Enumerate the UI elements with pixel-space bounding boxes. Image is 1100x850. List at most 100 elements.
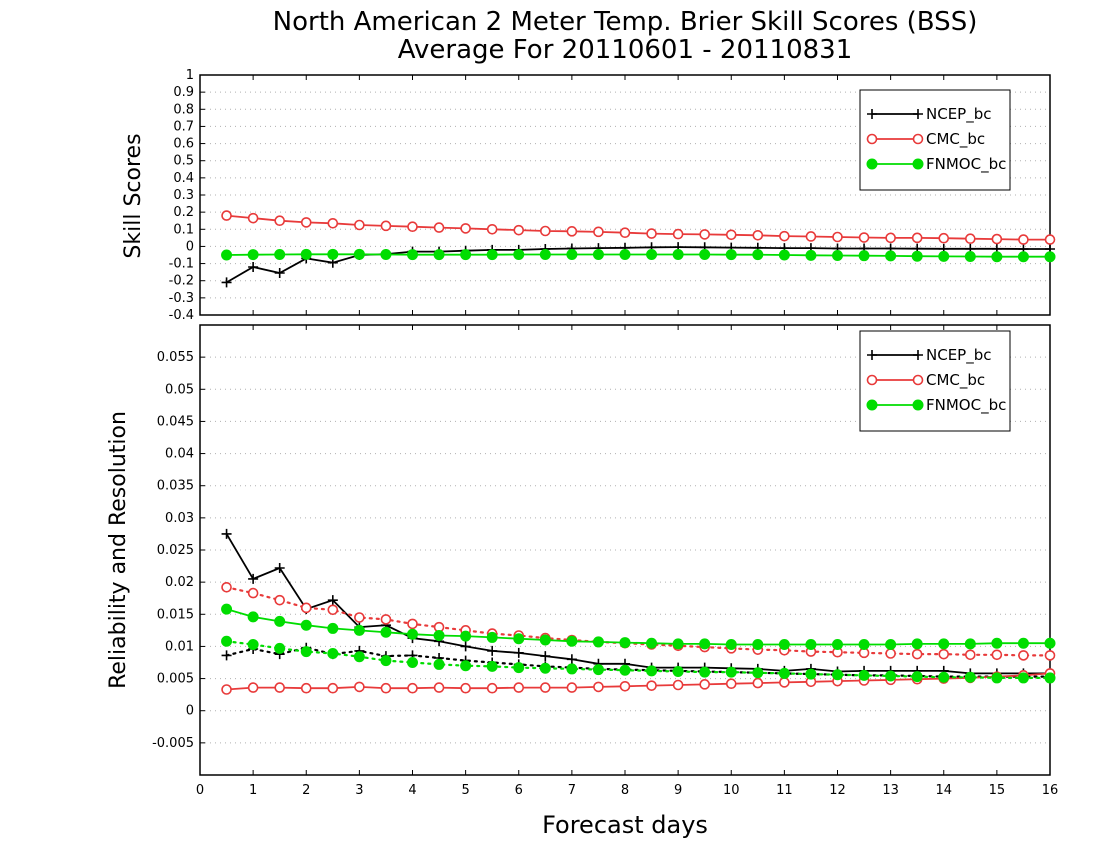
top-point-FNMOC_bc (646, 248, 658, 260)
bottom-point-FNMOC_bc (911, 638, 923, 650)
top-point-FNMOC_bc (858, 250, 870, 262)
top-point-FNMOC_bc (247, 249, 259, 261)
top-point-FNMOC_bc (752, 249, 764, 261)
bottom-point-FNMOC_bc (885, 670, 897, 682)
bottom-y-tick-label: 0.02 (165, 575, 194, 590)
bottom-point-FNMOC_bc (327, 648, 339, 659)
bottom-point-FNMOC_bc (964, 671, 976, 683)
top-y-tick-label: 0.7 (173, 119, 194, 134)
top-point-CMC_bc (247, 212, 259, 224)
bottom-point-CMC_bc (540, 682, 551, 693)
top-point-CMC_bc (407, 221, 418, 233)
top-legend-marker (866, 158, 878, 170)
top-point-CMC_bc (646, 228, 657, 239)
top-y-tick-label: 0.3 (173, 188, 194, 203)
bottom-legend-marker (866, 399, 878, 411)
bottom-point-CMC_bc (725, 678, 737, 690)
top-point-FNMOC_bc (433, 249, 445, 261)
bottom-point-FNMOC_bc (486, 660, 498, 672)
bottom-point-CMC_bc (407, 618, 418, 630)
top-point-CMC_bc (274, 215, 285, 227)
top-point-FNMOC_bc (327, 248, 339, 260)
top-series-line-FNMOC_bc-solid (226, 253, 1050, 258)
top-point-CMC_bc (858, 232, 870, 243)
top-legend-label-FNMOC_bc: FNMOC_bc (926, 155, 1006, 174)
bottom-point-FNMOC_bc (539, 634, 551, 646)
bottom-point-NCEP_bc (274, 563, 285, 573)
bottom-point-FNMOC_bc (407, 628, 418, 640)
bottom-y-tick-label: 0.005 (157, 672, 194, 687)
bottom-point-CMC_bc (300, 602, 312, 614)
bottom-legend-box (859, 330, 1011, 432)
bottom-point-NCEP_bc (248, 573, 259, 584)
x-axis-label: Forecast days (542, 811, 708, 839)
top-point-CMC_bc (593, 226, 604, 238)
top-point-CMC_bc (566, 226, 578, 237)
bottom-point-FNMOC_bc (274, 615, 286, 627)
bottom-point-NCEP_bc (487, 645, 498, 656)
bottom-point-FNMOC_bc (274, 642, 286, 654)
bottom-legend-label-FNMOC_bc: FNMOC_bc (926, 396, 1006, 415)
top-y-tick-label: 0.4 (173, 171, 194, 186)
top-point-FNMOC_bc (991, 251, 1003, 263)
top-point-CMC_bc (1044, 234, 1056, 245)
top-point-CMC_bc (221, 210, 232, 221)
x-tick-label: 4 (408, 783, 416, 798)
bottom-point-FNMOC_bc (752, 639, 764, 650)
x-tick-label: 0 (196, 783, 204, 798)
bottom-point-FNMOC_bc (646, 665, 658, 677)
bottom-legend-label-CMC_bc: CMC_bc (926, 371, 985, 390)
bottom-point-CMC_bc (1018, 650, 1029, 661)
bottom-point-FNMOC_bc (460, 630, 472, 642)
x-tick-label: 9 (674, 783, 682, 798)
bottom-point-CMC_bc (221, 684, 232, 695)
bottom-point-FNMOC_bc (433, 658, 445, 670)
top-legend-box (859, 89, 1011, 191)
top-legend-marker (912, 133, 924, 145)
bottom-y-axis-label: Reliability and Resolution (106, 411, 131, 689)
top-point-CMC_bc (752, 229, 764, 241)
top-y-tick-label: 0.5 (173, 154, 194, 169)
reliability-resolution-panel: 0.055 0.05 0.045 0.04 0.035 0.03 0.025 0.02 0.01… (152, 324, 1058, 798)
bottom-point-CMC_bc (354, 612, 365, 623)
top-y-tick-label: 0 (186, 239, 194, 254)
x-tick-label: 13 (882, 783, 899, 798)
bottom-point-NCEP_bc (327, 595, 338, 606)
top-point-FNMOC_bc (672, 248, 684, 260)
chart-title-line1: North American 2 Meter Temp. Brier Skill… (273, 7, 978, 37)
bottom-point-FNMOC_bc (353, 651, 365, 663)
bottom-y-tick-label: 0.045 (157, 414, 194, 429)
top-point-FNMOC_bc (885, 250, 897, 262)
bottom-point-FNMOC_bc (247, 611, 259, 623)
top-point-FNMOC_bc (221, 249, 233, 261)
bottom-point-FNMOC_bc (300, 619, 312, 631)
bottom-point-CMC_bc (699, 679, 710, 690)
bottom-point-FNMOC_bc (221, 603, 233, 615)
top-point-FNMOC_bc (566, 248, 578, 260)
bottom-point-NCEP_bc (221, 528, 232, 539)
bottom-y-tick-label: 0 (186, 704, 194, 719)
bottom-series-line-CMC_bc-dotted (225, 586, 1052, 657)
bottom-legend-label-NCEP_bc: NCEP_bc (926, 346, 992, 365)
top-legend-marker (912, 158, 924, 170)
bottom-point-FNMOC_bc (725, 666, 737, 678)
bottom-point-FNMOC_bc (805, 639, 817, 650)
bottom-point-NCEP_bc (513, 647, 524, 658)
bottom-point-FNMOC_bc (778, 639, 790, 650)
bottom-point-FNMOC_bc (699, 638, 711, 650)
bottom-point-FNMOC_bc (380, 626, 392, 638)
top-point-NCEP_bc (248, 262, 259, 272)
bottom-y-tick-label: 0.055 (157, 350, 194, 365)
x-tick-label: 6 (515, 783, 523, 798)
top-point-CMC_bc (965, 233, 976, 245)
top-point-NCEP_bc (221, 277, 232, 288)
x-tick-label: 7 (568, 783, 576, 798)
bottom-point-CMC_bc (911, 648, 923, 660)
top-point-CMC_bc (380, 220, 392, 232)
bottom-point-FNMOC_bc (619, 637, 631, 649)
top-point-CMC_bc (327, 217, 339, 229)
bottom-point-CMC_bc (274, 594, 285, 606)
x-tick-label: 2 (302, 783, 310, 798)
bottom-point-FNMOC_bc (300, 646, 312, 658)
top-point-FNMOC_bc (699, 248, 711, 260)
